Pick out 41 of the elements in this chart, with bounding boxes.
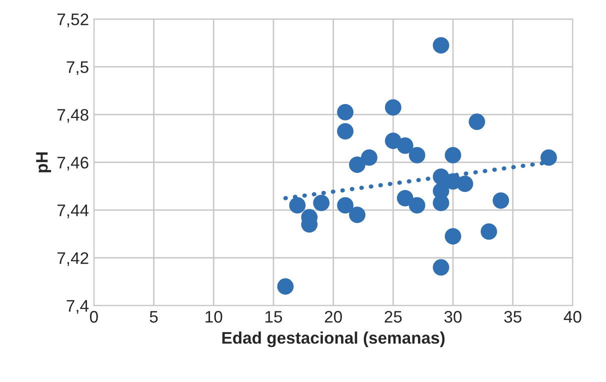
point bbox=[492, 192, 510, 209]
x-tick-label: 15 bbox=[265, 311, 282, 323]
x-axis-title: Edad gestacional (semanas) bbox=[222, 332, 445, 348]
point bbox=[432, 37, 450, 54]
x-tick-label: 5 bbox=[150, 311, 158, 323]
y-axis-title: pH bbox=[36, 152, 52, 172]
point bbox=[289, 197, 306, 214]
point bbox=[349, 206, 366, 224]
y-tick-label: 7,4 bbox=[66, 300, 89, 314]
point bbox=[349, 156, 366, 173]
y-tick-label: 7,42 bbox=[57, 252, 88, 266]
point bbox=[456, 176, 474, 192]
point bbox=[337, 123, 354, 140]
y-tick-label: 7,44 bbox=[57, 204, 89, 218]
x-tick-label: 0 bbox=[90, 310, 98, 323]
point bbox=[337, 104, 354, 120]
point bbox=[432, 259, 450, 276]
y-tick-label: 7,52 bbox=[57, 14, 88, 28]
point bbox=[277, 278, 294, 295]
x-tick-label: 20 bbox=[324, 310, 342, 323]
point bbox=[444, 228, 462, 245]
point bbox=[396, 137, 414, 154]
y-tick-label: 7,46 bbox=[57, 156, 88, 171]
point bbox=[480, 223, 498, 240]
point bbox=[468, 114, 486, 130]
x-tick-label: 25 bbox=[384, 310, 402, 323]
x-tick-label: 40 bbox=[564, 310, 582, 323]
point bbox=[444, 146, 462, 164]
point bbox=[313, 194, 330, 212]
point bbox=[408, 197, 426, 214]
x-tick-label: 35 bbox=[504, 310, 522, 323]
x-tick-label: 10 bbox=[206, 310, 222, 323]
point bbox=[396, 190, 414, 206]
point bbox=[408, 146, 426, 164]
point bbox=[540, 149, 557, 166]
point bbox=[384, 99, 402, 116]
y-tick-label: 7,48 bbox=[57, 109, 88, 123]
point bbox=[337, 197, 354, 214]
point bbox=[360, 149, 378, 166]
y-tick-label: 7,5 bbox=[66, 61, 88, 76]
x-tick-label: 30 bbox=[444, 310, 462, 323]
